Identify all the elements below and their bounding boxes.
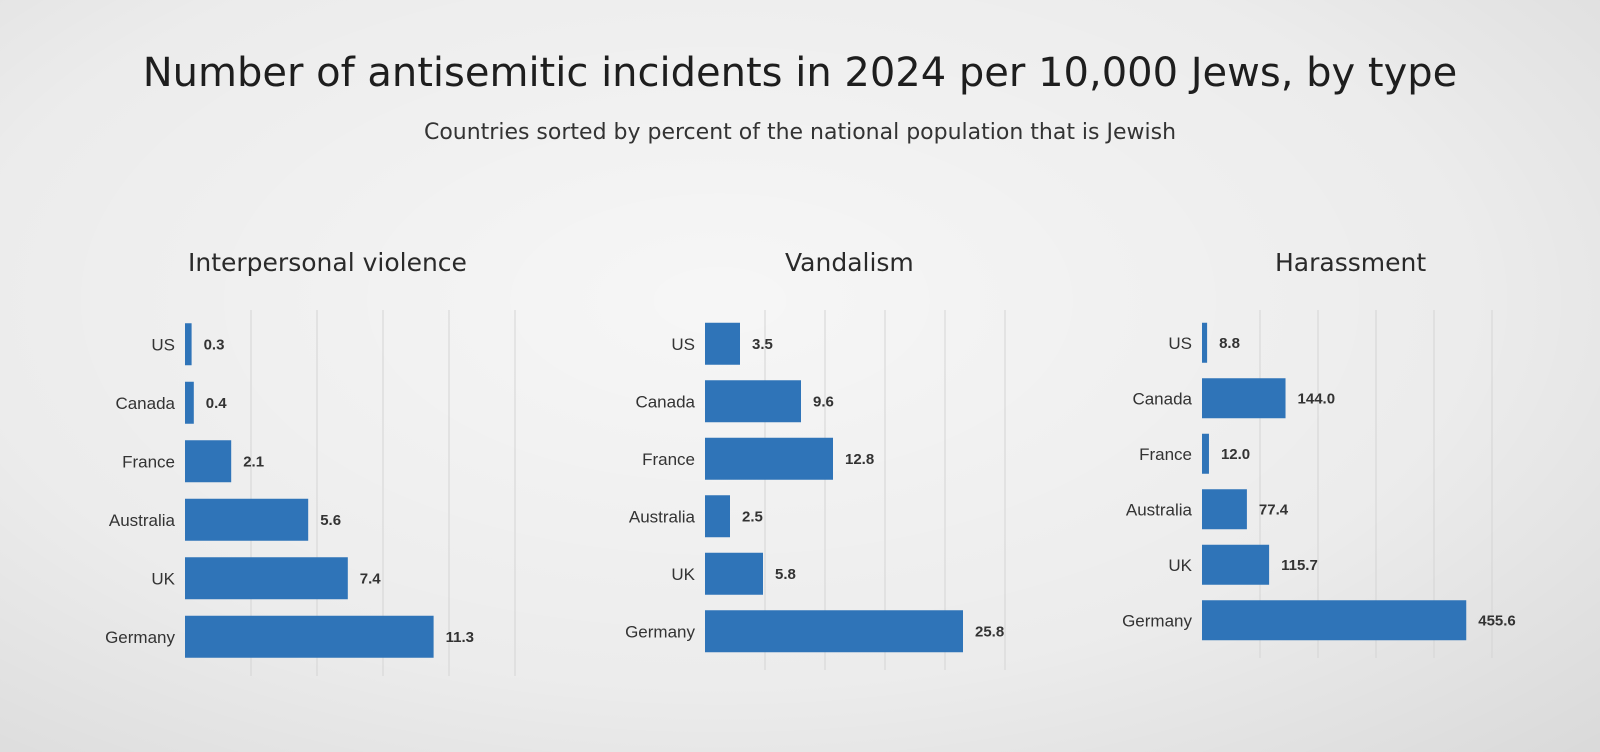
category-label: Australia <box>109 511 176 530</box>
category-label: France <box>642 450 695 469</box>
panel-vandalism: Vandalism US 3.5 Canada 9.6 France 12.8 Austra… <box>590 240 1040 680</box>
bar <box>185 440 232 483</box>
chart-title: Number of antisemitic incidents in 2024 … <box>142 50 1458 96</box>
data-label: 12.8 <box>845 451 874 468</box>
category-label: Germany <box>105 628 175 647</box>
data-label: 3.5 <box>752 336 773 353</box>
bar <box>1202 433 1209 474</box>
bar <box>705 437 833 480</box>
panel-title: Vandalism <box>785 248 914 277</box>
category-label: Australia <box>629 507 696 526</box>
category-label: Canada <box>1132 389 1192 408</box>
category-label: Canada <box>635 392 695 411</box>
data-label: 2.5 <box>742 508 763 525</box>
data-label: 7.4 <box>360 570 382 587</box>
data-label: 455.6 <box>1478 612 1516 629</box>
category-label: Germany <box>1122 611 1192 630</box>
bar <box>185 381 194 424</box>
data-label: 0.4 <box>206 395 228 412</box>
bar <box>185 615 434 658</box>
category-label: Canada <box>115 394 175 413</box>
bar <box>705 610 963 653</box>
data-label: 11.3 <box>446 629 474 646</box>
bar-chart-harassment: US 8.8 Canada 144.0 France 12.0 Australia 77.4 U… <box>1122 310 1516 658</box>
category-label: Germany <box>625 622 695 641</box>
data-label: 0.3 <box>204 336 225 353</box>
bar <box>185 498 309 541</box>
bar <box>705 380 801 423</box>
category-label: US <box>151 335 175 354</box>
data-label: 8.8 <box>1219 335 1240 352</box>
bar-chart-interpersonal-violence: US 0.3 Canada 0.4 France 2.1 Australia 5.6 UK 7.4… <box>105 310 516 676</box>
bar <box>705 495 730 538</box>
category-label: US <box>671 335 695 354</box>
bar <box>1202 322 1208 363</box>
bar <box>1202 378 1286 419</box>
bar <box>1202 489 1247 530</box>
data-label: 12.0 <box>1221 446 1250 463</box>
bar <box>705 322 740 365</box>
panel-harassment: Harassment US 8.8 Canada 144.0 France 12.0 Aus… <box>1090 240 1516 680</box>
bar <box>185 557 348 600</box>
data-label: 77.4 <box>1259 501 1289 518</box>
category-label: France <box>1139 445 1192 464</box>
category-label: UK <box>1168 556 1192 575</box>
bar <box>185 323 192 366</box>
data-label: 115.7 <box>1281 557 1318 574</box>
bar <box>1202 600 1467 641</box>
data-label: 144.0 <box>1298 390 1336 407</box>
bar-chart-vandalism: US 3.5 Canada 9.6 France 12.8 Australia 2.5 UK 5.… <box>625 310 1006 670</box>
data-label: 5.6 <box>320 512 341 529</box>
data-label: 5.8 <box>775 566 796 583</box>
data-label: 2.1 <box>243 453 264 470</box>
bar <box>705 552 763 595</box>
category-label: Australia <box>1126 500 1193 519</box>
bar <box>1202 544 1270 585</box>
category-label: UK <box>671 565 695 584</box>
panel-title: Interpersonal violence <box>188 248 467 277</box>
category-label: US <box>1168 334 1192 353</box>
data-label: 9.6 <box>813 393 834 410</box>
category-label: UK <box>151 569 175 588</box>
chart-subtitle: Countries sorted by percent of the natio… <box>423 120 1177 145</box>
panel-interpersonal-violence: Interpersonal violence US 0.3 Canada 0.4 Fra… <box>80 240 520 680</box>
panel-title: Harassment <box>1275 248 1427 277</box>
category-label: France <box>122 452 175 471</box>
data-label: 25.8 <box>975 623 1004 640</box>
